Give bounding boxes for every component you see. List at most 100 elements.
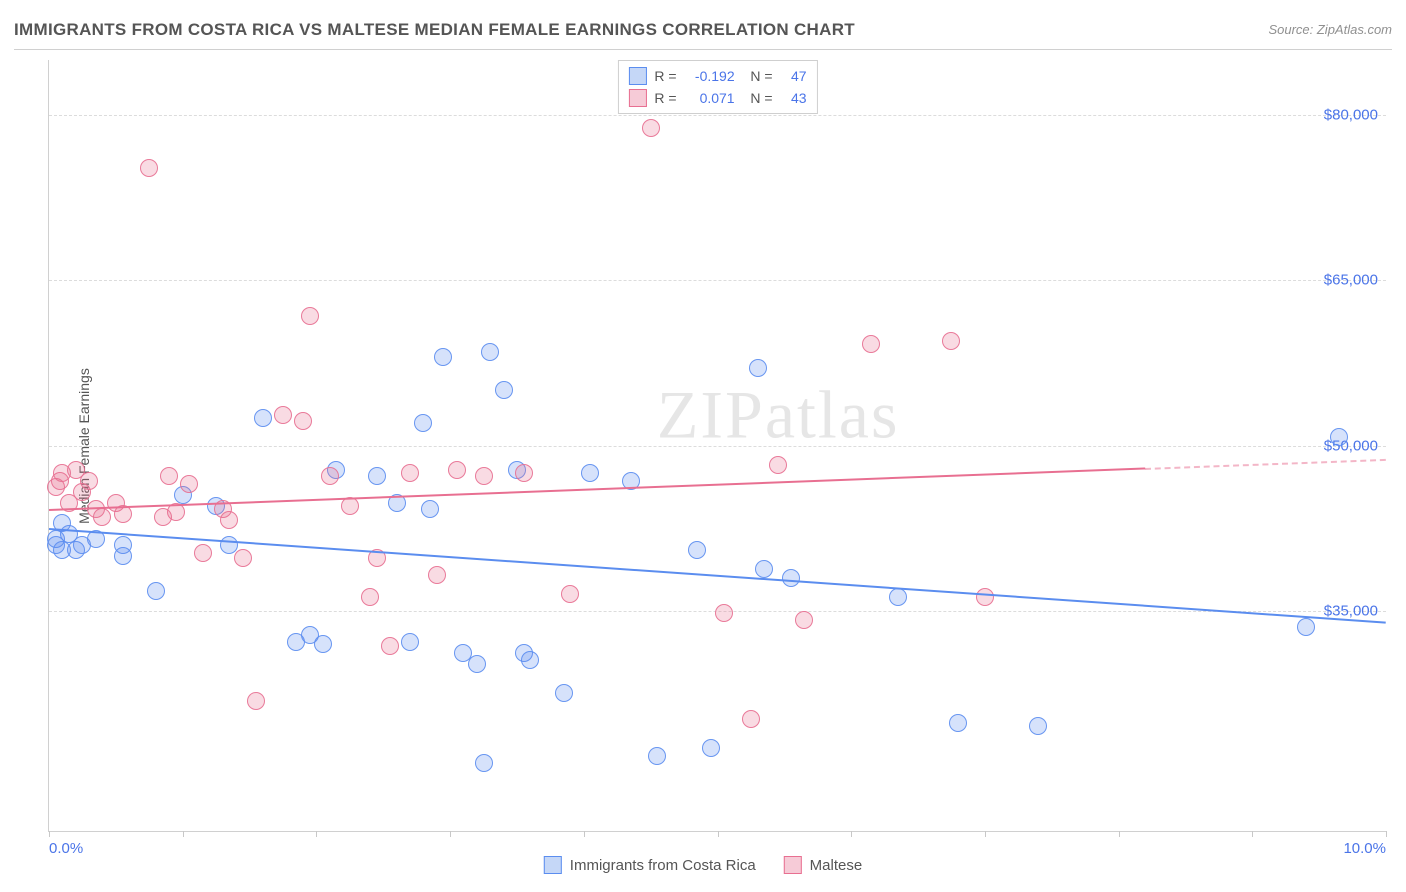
chart-title: IMMIGRANTS FROM COSTA RICA VS MALTESE ME…	[14, 20, 855, 40]
x-tick-max: 10.0%	[1343, 840, 1386, 857]
stat-n-key: N =	[743, 90, 773, 106]
data-point	[428, 566, 446, 584]
grid-line	[49, 280, 1386, 281]
data-point	[414, 414, 432, 432]
data-point	[301, 307, 319, 325]
stat-n-key: N =	[743, 68, 773, 84]
data-point	[1330, 428, 1348, 446]
data-point	[475, 467, 493, 485]
x-tick-mark	[1386, 831, 1387, 837]
x-tick-mark	[316, 831, 317, 837]
plot-area: ZIPatlas R = -0.192 N = 47R = 0.071 N = …	[48, 60, 1386, 832]
data-point	[475, 754, 493, 772]
data-point	[401, 464, 419, 482]
data-point	[321, 467, 339, 485]
stat-r-value: 0.071	[685, 90, 735, 106]
trend-line	[1145, 459, 1386, 470]
bottom-legend-item: Immigrants from Costa Rica	[544, 856, 756, 874]
stat-n-value: 47	[781, 68, 807, 84]
x-tick-mark	[450, 831, 451, 837]
data-point	[1297, 618, 1315, 636]
stat-r-key: R =	[654, 90, 676, 106]
data-point	[782, 569, 800, 587]
data-point	[361, 588, 379, 606]
data-point	[942, 332, 960, 350]
data-point	[949, 714, 967, 732]
legend-swatch	[628, 67, 646, 85]
data-point	[160, 467, 178, 485]
x-tick-mark	[1252, 831, 1253, 837]
data-point	[515, 464, 533, 482]
stats-legend-row: R = 0.071 N = 43	[628, 87, 806, 109]
x-tick-min: 0.0%	[49, 840, 83, 857]
data-point	[581, 464, 599, 482]
data-point	[314, 635, 332, 653]
data-point	[254, 409, 272, 427]
data-point	[481, 343, 499, 361]
data-point	[381, 637, 399, 655]
data-point	[434, 348, 452, 366]
data-point	[795, 611, 813, 629]
data-point	[114, 547, 132, 565]
x-tick-mark	[1119, 831, 1120, 837]
data-point	[140, 159, 158, 177]
data-point	[80, 472, 98, 490]
data-point	[448, 461, 466, 479]
data-point	[561, 585, 579, 603]
data-point	[234, 549, 252, 567]
y-tick-label: $65,000	[1324, 272, 1378, 289]
data-point	[368, 467, 386, 485]
data-point	[521, 651, 539, 669]
grid-line	[49, 446, 1386, 447]
data-point	[180, 475, 198, 493]
data-point	[468, 655, 486, 673]
data-point	[1029, 717, 1047, 735]
x-tick-mark	[851, 831, 852, 837]
data-point	[688, 541, 706, 559]
data-point	[247, 692, 265, 710]
x-tick-mark	[718, 831, 719, 837]
data-point	[294, 412, 312, 430]
bottom-legend-item: Maltese	[784, 856, 863, 874]
data-point	[648, 747, 666, 765]
data-point	[715, 604, 733, 622]
data-point	[889, 588, 907, 606]
data-point	[642, 119, 660, 137]
data-point	[769, 456, 787, 474]
y-tick-label: $35,000	[1324, 602, 1378, 619]
data-point	[976, 588, 994, 606]
stats-legend: R = -0.192 N = 47R = 0.071 N = 43	[617, 60, 817, 114]
data-point	[274, 406, 292, 424]
plot-wrap: ZIPatlas R = -0.192 N = 47R = 0.071 N = …	[48, 60, 1386, 832]
data-point	[742, 710, 760, 728]
data-point	[93, 508, 111, 526]
legend-swatch	[784, 856, 802, 874]
x-tick-mark	[985, 831, 986, 837]
x-tick-mark	[183, 831, 184, 837]
data-point	[555, 684, 573, 702]
data-point	[749, 359, 767, 377]
watermark: ZIPatlas	[657, 375, 900, 454]
data-point	[862, 335, 880, 353]
stat-n-value: 43	[781, 90, 807, 106]
y-tick-label: $80,000	[1324, 107, 1378, 124]
grid-line	[49, 115, 1386, 116]
bottom-legend: Immigrants from Costa Rica Maltese	[544, 856, 862, 874]
stat-r-key: R =	[654, 68, 676, 84]
x-tick-mark	[49, 831, 50, 837]
legend-swatch	[628, 89, 646, 107]
stats-legend-row: R = -0.192 N = 47	[628, 65, 806, 87]
data-point	[755, 560, 773, 578]
x-tick-mark	[584, 831, 585, 837]
data-point	[220, 511, 238, 529]
data-point	[495, 381, 513, 399]
chart-header: IMMIGRANTS FROM COSTA RICA VS MALTESE ME…	[14, 10, 1392, 50]
data-point	[702, 739, 720, 757]
stat-r-value: -0.192	[685, 68, 735, 84]
data-point	[401, 633, 419, 651]
chart-source: Source: ZipAtlas.com	[1268, 22, 1392, 37]
legend-swatch	[544, 856, 562, 874]
legend-label: Immigrants from Costa Rica	[570, 857, 756, 874]
data-point	[421, 500, 439, 518]
data-point	[194, 544, 212, 562]
